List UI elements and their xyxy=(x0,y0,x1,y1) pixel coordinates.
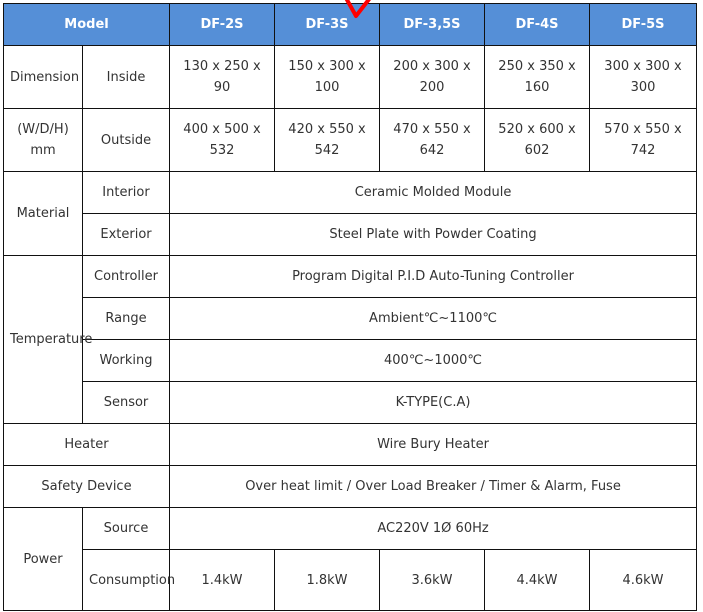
outside-value: 570 x 550 x 742 xyxy=(589,108,698,172)
consumption-value: 1.4kW xyxy=(169,549,276,611)
inside-value: 250 x 350 x 160 xyxy=(484,45,591,109)
model-header-df2s: DF-2S xyxy=(169,3,276,46)
sensor-label: Sensor xyxy=(81,381,171,424)
safety-row: Safety Device Over heat limit / Over Loa… xyxy=(2,465,698,508)
model-header-df35s: DF-3,5S xyxy=(379,3,486,46)
inside-value: 130 x 250 x 90 xyxy=(169,45,276,109)
sensor-value: K-TYPE(C.A) xyxy=(169,381,698,424)
exterior-value: Steel Plate with Powder Coating xyxy=(169,213,698,256)
consumption-value: 1.8kW xyxy=(274,549,381,611)
outside-row: (W/D/H) mm Outside 400 x 500 x 532 420 x… xyxy=(3,108,698,172)
working-label: Working xyxy=(81,339,171,382)
interior-value: Ceramic Molded Module xyxy=(169,171,698,214)
model-header-df5s: DF-5S xyxy=(589,3,698,46)
outside-label: Outside xyxy=(81,108,171,172)
inside-row: Dimension Inside 130 x 250 x 90 150 x 30… xyxy=(3,45,698,109)
consumption-label: Consumption xyxy=(81,549,175,611)
interior-label: Interior xyxy=(81,171,171,214)
power-label: Power xyxy=(3,507,83,611)
range-value: Ambient℃~1100℃ xyxy=(169,297,698,340)
safety-label: Safety Device xyxy=(2,465,171,508)
heater-row: Heater Wire Bury Heater xyxy=(2,423,698,466)
consumption-row: Consumption 1.4kW 1.8kW 3.6kW 4.4kW 4.6k… xyxy=(4,549,698,611)
inside-value: 150 x 300 x 100 xyxy=(274,45,381,109)
range-label: Range xyxy=(81,297,171,340)
working-row: Working 400℃~1000℃ xyxy=(4,339,698,382)
dimension-label: Dimension xyxy=(3,45,83,109)
source-label: Source xyxy=(81,507,171,550)
source-value: AC220V 1Ø 60Hz xyxy=(169,507,698,550)
spec-table: Model DF-2S DF-3S DF-3,5S DF-4S DF-5S Di… xyxy=(2,3,698,611)
interior-row: Material Interior Ceramic Molded Module xyxy=(3,171,698,256)
outside-value: 420 x 550 x 542 xyxy=(274,108,381,172)
exterior-row: Exterior Steel Plate with Powder Coating xyxy=(4,213,698,256)
controller-value: Program Digital P.I.D Auto-Tuning Contro… xyxy=(169,255,698,298)
model-header: Model xyxy=(2,3,171,46)
inside-value: 300 x 300 x 300 xyxy=(589,45,698,109)
dimension-unit-label: (W/D/H) mm xyxy=(3,108,83,172)
consumption-value: 4.6kW xyxy=(589,549,698,611)
consumption-value: 4.4kW xyxy=(484,549,591,611)
outside-value: 520 x 600 x 602 xyxy=(484,108,591,172)
controller-label: Controller xyxy=(81,255,171,298)
inside-label: Inside xyxy=(81,45,171,109)
heater-value: Wire Bury Heater xyxy=(169,423,698,466)
safety-value: Over heat limit / Over Load Breaker / Ti… xyxy=(169,465,698,508)
outside-value: 400 x 500 x 532 xyxy=(169,108,276,172)
exterior-label: Exterior xyxy=(81,213,171,256)
range-row: Range Ambient℃~1100℃ xyxy=(4,297,698,340)
red-checkmark-icon xyxy=(344,0,371,18)
outside-value: 470 x 550 x 642 xyxy=(379,108,486,172)
model-header-df4s: DF-4S xyxy=(484,3,591,46)
inside-value: 200 x 300 x 200 xyxy=(379,45,486,109)
source-row: Power Source AC220V 1Ø 60Hz xyxy=(3,507,698,611)
consumption-value: 3.6kW xyxy=(379,549,486,611)
material-label: Material xyxy=(3,171,83,256)
heater-label: Heater xyxy=(2,423,171,466)
controller-row: Temperature Controller Program Digital P… xyxy=(3,255,698,424)
sensor-row: Sensor K-TYPE(C.A) xyxy=(4,381,698,424)
temperature-label: Temperature xyxy=(3,255,92,424)
working-value: 400℃~1000℃ xyxy=(169,339,698,382)
